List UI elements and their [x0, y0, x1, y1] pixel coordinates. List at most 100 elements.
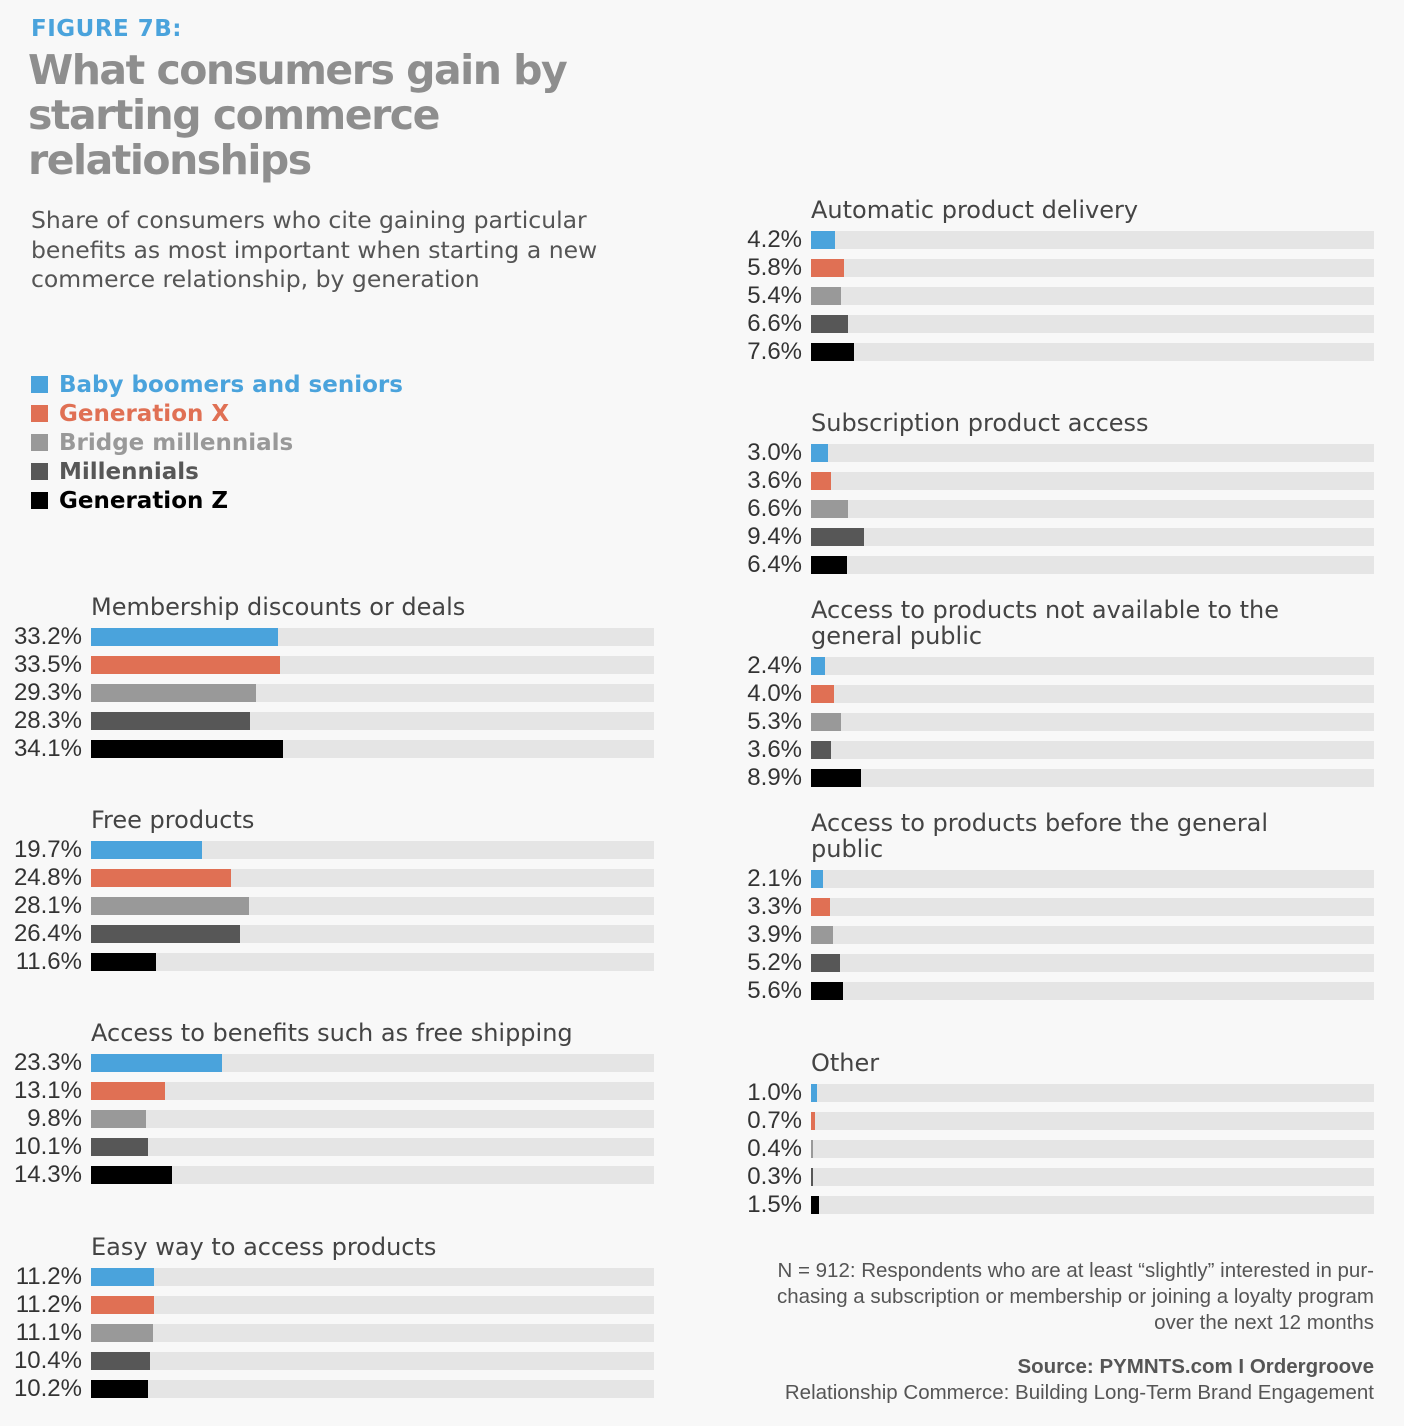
bar-row: 23.3%: [14, 1049, 751, 1077]
bar-group: Access to benefits such as free shipping…: [14, 1020, 751, 1189]
bar-row: 13.1%: [14, 1077, 751, 1105]
bar-track: [811, 315, 1374, 333]
bar-group: Membership discounts or deals 33.2% 33.5% 2…: [14, 594, 751, 763]
footnote: N = 912: Respondents who are at least “s…: [776, 1259, 1374, 1334]
group-title: Easy way to access products: [91, 1233, 437, 1261]
bar-track: [811, 528, 1374, 546]
bar: [91, 740, 283, 758]
bar: [91, 841, 202, 859]
data-label: 5.4%: [747, 282, 802, 309]
bar-row: 3.9%: [747, 921, 1404, 949]
bar-track: [91, 953, 654, 971]
bar-group: Subscription product access 3.0% 3.6% 6.6% 9…: [747, 410, 1404, 579]
group-title: Free products: [91, 806, 255, 834]
bar-track: [91, 1054, 654, 1072]
data-label: 8.9%: [747, 764, 802, 791]
bar-group: Easy way to access products 11.2% 11.2% 11.…: [14, 1233, 751, 1403]
bar-row: 3.0%: [747, 439, 1404, 467]
bar: [811, 472, 832, 490]
bar: [811, 1140, 814, 1158]
bar-row: 0.7%: [747, 1107, 1404, 1135]
bar-track: [811, 231, 1374, 249]
data-label: 0.3%: [747, 1163, 802, 1190]
bar: [91, 1352, 150, 1370]
bar-row: 6.6%: [747, 495, 1404, 523]
bar-track: [91, 925, 654, 943]
bar-track: [811, 713, 1374, 731]
data-label: 11.2%: [15, 1291, 82, 1318]
legend-label: Generation X: [59, 400, 230, 427]
bar-track: [811, 287, 1374, 305]
bar-group: Free products 19.7% 24.8% 28.1% 26.4% 11.6%: [14, 806, 751, 976]
bar-track: [91, 1352, 654, 1370]
bar-row: 11.1%: [16, 1319, 751, 1347]
bar: [91, 1110, 147, 1128]
bar-track: [91, 740, 654, 758]
legend-item: Generation X: [31, 399, 403, 428]
legend-swatch: [31, 405, 48, 422]
bar-row: 3.6%: [747, 467, 1404, 495]
data-label: 10.1%: [13, 1133, 82, 1160]
bar: [811, 1112, 815, 1130]
data-label: 3.6%: [747, 467, 802, 494]
bar: [91, 1380, 149, 1398]
data-label: 10.4%: [13, 1347, 82, 1374]
bar: [811, 982, 843, 1000]
bar: [91, 1082, 165, 1100]
group-title: Access to products before the general pu…: [811, 809, 1269, 863]
data-label: 0.7%: [747, 1107, 802, 1134]
bar-track: [91, 684, 654, 702]
bar: [91, 628, 278, 646]
data-label: 6.6%: [747, 310, 802, 337]
bar-row: 2.4%: [747, 652, 1404, 680]
bar: [811, 1168, 813, 1186]
bar: [811, 870, 823, 888]
bar: [811, 259, 844, 277]
bar-track: [811, 472, 1374, 490]
bar-row: 10.2%: [14, 1375, 751, 1403]
bar: [811, 1196, 820, 1214]
bar-row: 28.3%: [14, 707, 751, 735]
bar-track: [811, 898, 1374, 916]
data-label: 23.3%: [13, 1049, 82, 1076]
bar: [811, 500, 849, 518]
data-label: 0.4%: [747, 1135, 802, 1162]
bar-row: 34.1%: [14, 735, 751, 763]
data-label: 33.5%: [13, 651, 82, 678]
chart-title: What consumers gain by starting commerce…: [28, 46, 568, 184]
data-label: 11.1%: [15, 1319, 82, 1346]
bar: [91, 1166, 172, 1184]
bar-row: 28.1%: [14, 892, 751, 920]
bar: [91, 869, 231, 887]
bar: [811, 528, 864, 546]
bar-row: 29.3%: [14, 679, 751, 707]
data-label: 28.3%: [13, 707, 82, 734]
bar: [811, 657, 825, 675]
bar-track: [811, 954, 1374, 972]
bar-row: 3.6%: [747, 736, 1404, 764]
data-label: 1.5%: [747, 1191, 802, 1218]
bar-row: 24.8%: [14, 864, 751, 892]
bar: [91, 1138, 148, 1156]
bar-track: [91, 897, 654, 915]
bar-row: 11.2%: [16, 1291, 751, 1319]
bar: [811, 556, 848, 574]
bar: [91, 684, 256, 702]
bar-row: 19.7%: [14, 836, 751, 864]
source-label: Source: PYMNTS.com I Ordergroove: [1017, 1355, 1374, 1378]
bar-row: 6.4%: [747, 551, 1404, 579]
data-label: 24.8%: [13, 864, 82, 891]
bar-group: Access to products not available to the …: [747, 597, 1404, 792]
data-label: 3.6%: [747, 736, 802, 763]
bar-track: [91, 1268, 654, 1286]
bar-track: [811, 926, 1374, 944]
data-label: 10.2%: [13, 1375, 82, 1402]
bar-row: 1.0%: [747, 1079, 1404, 1107]
bar-track: [811, 870, 1374, 888]
bar-row: 5.6%: [747, 977, 1404, 1005]
bar-row: 7.6%: [747, 338, 1404, 366]
bar-track: [91, 1166, 654, 1184]
bar-track: [91, 712, 654, 730]
bar-track: [91, 628, 654, 646]
data-label: 2.4%: [747, 652, 802, 679]
